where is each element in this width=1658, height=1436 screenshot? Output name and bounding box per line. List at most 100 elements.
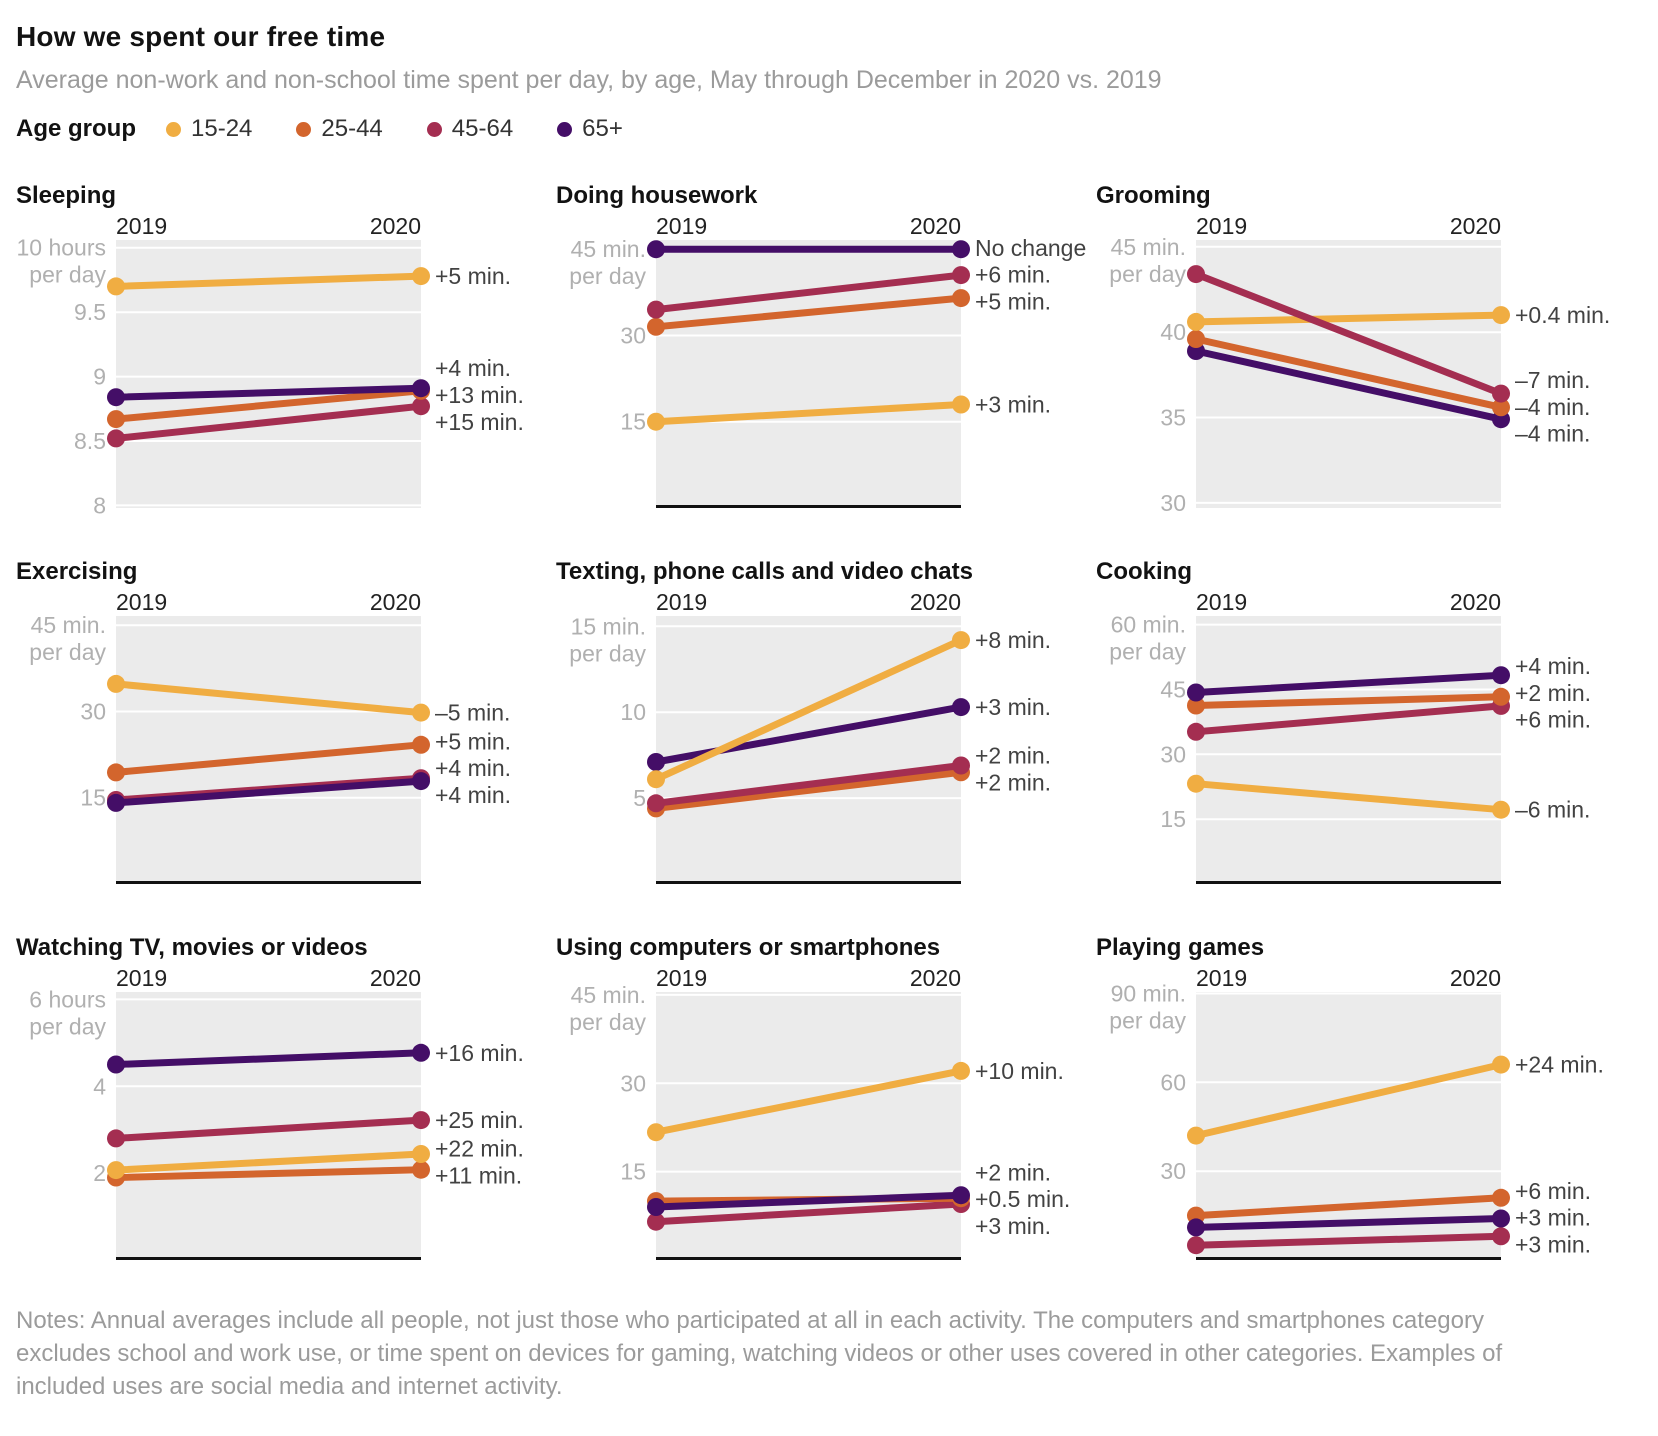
series-dot-25-44-2020 [952,289,970,308]
y-axis-unit-label: per day [29,1013,106,1039]
small-multiples-grid: Sleeping 2019 2020 10 hours per day 9.5 9 8.… [16,183,1658,1260]
series-line-45-64 [652,271,965,314]
series-line-45-64 [652,1200,965,1226]
series-line-45-64 [1192,270,1505,398]
change-annotation-25-44: +2 min. [975,769,1051,795]
change-annotation-45-64: +4 min. [435,755,511,781]
y-tick-label: 30 [80,699,106,725]
series-line-65+ [1192,1215,1505,1231]
y-tick-label: 30 [1160,741,1186,767]
series-dot-15-24-2020 [1492,306,1510,325]
legend-item-45-64: 45-64 [426,115,514,143]
page: How we spent our free time Average non-w… [16,21,1658,1400]
footnotes: Notes: Annual averages include all peopl… [16,1307,1503,1400]
y-axis-unit-label: per day [29,262,106,288]
series-dot-65+-2019 [107,388,125,407]
series-line-45-64 [1192,1232,1505,1249]
legend-item-65plus: 65+ [557,115,623,143]
series-line-15-24 [652,1067,965,1136]
change-annotation-15-24: +24 min. [1515,1052,1604,1078]
panel-cooking: Cooking 2019 2020 60 min. per day 45 30 15 +4… [1096,559,1636,884]
series-line-45-64 [1192,702,1505,736]
series-dot-25-44-2019 [1187,696,1205,715]
change-annotation-45-64: –7 min. [1515,367,1590,393]
series-line-65+ [112,1049,425,1068]
series-dot-15-24-2020 [412,1145,430,1163]
panel-title: Doing housework [556,182,758,209]
year-2019-label: 2019 [656,589,708,615]
y-tick-label: 30 [620,1070,646,1096]
series-line-25-44 [112,741,425,776]
series-dot-15-24-2020 [1492,800,1510,819]
change-annotation-65+: +4 min. [435,355,511,381]
x-axis-labels: 2019 2020 [16,965,556,991]
change-annotation-25-44: +5 min. [435,728,511,754]
change-annotation-45-64: +6 min. [975,262,1051,288]
year-2020-label: 2020 [909,213,961,239]
legend-item-label: 45-64 [451,115,514,142]
series-dot-65+-2020 [1492,1209,1510,1228]
plot-background [656,616,961,884]
series-dot-25-44-2019 [107,763,125,782]
y-tick-label: 60 [1160,1069,1186,1095]
series-dot-45-64-2020 [412,1111,430,1130]
change-annotation-45-64: +15 min. [435,409,524,435]
y-tick-label: 15 [620,409,646,435]
y-tick-label: 35 [1160,405,1186,431]
y-tick-label: 30 [1160,1158,1186,1184]
year-2019-label: 2019 [116,589,168,615]
panel-doing-housework: Doing housework 2019 2020 45 min. per day… [556,183,1096,508]
series-dot-25-44-2020 [412,1160,430,1179]
panel-exercising: Exercising 2019 2020 45 min. per day 30 15 –… [16,559,556,884]
series-dot-15-24-2019 [647,412,665,431]
y-tick-label: 45 min. [1111,234,1186,260]
year-2019-label: 2019 [1196,213,1248,239]
panel-grooming: Grooming 2019 2020 45 min. per day 40 35 30 +… [1096,183,1636,516]
series-dot-25-44-2019 [107,410,125,429]
change-annotation-25-44: +11 min. [435,1162,522,1188]
y-tick-label: 8 [93,492,106,518]
y-tick-label: 45 min. [571,236,646,262]
y-tick-label: 5 [633,785,646,811]
series-line-15-24 [652,401,965,426]
page-title: How we spent our free time [16,21,386,52]
series-dot-15-24-2020 [1492,1055,1510,1074]
year-2020-label: 2020 [369,213,421,239]
year-2019-label: 2019 [116,965,168,991]
series-dot-15-24-2020 [952,1061,970,1080]
y-tick-label: 8.5 [74,428,106,454]
y-axis-unit-label: per day [1109,639,1186,665]
change-annotation-65+: +4 min. [435,782,511,808]
series-line-45-64 [112,1116,425,1142]
x-axis-labels: 2019 2020 [556,213,1096,239]
series-dot-45-64-2019 [1187,722,1205,741]
series-dot-15-24-2019 [647,770,665,789]
panel-title: Watching TV, movies or videos [16,934,368,961]
series-dot-45-64-2019 [647,1212,665,1231]
series-line-65+ [1192,671,1505,696]
series-dot-15-24-2020 [412,267,430,286]
y-tick-label: 60 min. [1111,612,1186,638]
year-2020-label: 2020 [369,965,421,991]
y-tick-label: 45 min. [571,982,646,1008]
series-dot-15-24-2019 [1187,774,1205,793]
series-line-15-24 [652,636,965,783]
series-dot-45-64-2020 [1492,384,1510,403]
legend-item-label: 65+ [582,115,623,142]
change-annotation-15-24: +0.4 min. [1515,302,1610,328]
year-2019-label: 2019 [1196,965,1248,991]
series-line-65+ [112,777,425,807]
series-dot-65+-2020 [412,379,430,398]
panel-texting-calls-video-chats: Texting, phone calls and video chats 201… [556,559,1096,884]
series-dot-25-44-2020 [412,735,430,754]
series-line-25-44 [1192,335,1505,411]
change-annotation-45-64: +3 min. [975,1213,1051,1239]
series-line-25-44 [652,294,965,331]
change-annotation-65+: +3 min. [1515,1204,1591,1230]
y-axis-unit-label: per day [569,263,646,289]
legend-item-label: 15-24 [191,115,253,142]
y-tick-label: 15 min. [571,613,646,639]
